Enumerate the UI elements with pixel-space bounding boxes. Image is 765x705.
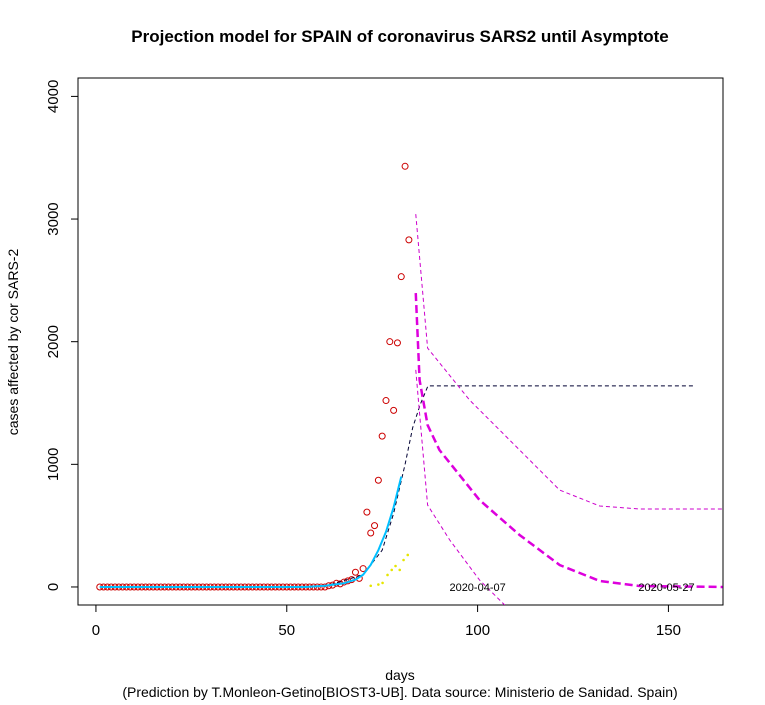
data-point	[378, 432, 386, 440]
x-tick-label: 150	[656, 622, 681, 639]
fit-dot	[390, 568, 394, 572]
x-axis-label: days	[385, 667, 415, 683]
model-line	[99, 476, 403, 588]
fit-dot	[398, 568, 402, 572]
fit-dot	[377, 583, 380, 586]
y-tick-label: 0	[45, 583, 62, 591]
fit-dot	[386, 573, 389, 577]
data-point	[371, 522, 379, 530]
data-point	[321, 583, 329, 591]
model-line	[99, 385, 696, 588]
fit-dot	[381, 581, 384, 585]
data-point	[405, 236, 413, 244]
model-line	[415, 214, 723, 510]
y-tick-label: 3000	[45, 202, 62, 235]
plot-area	[96, 162, 723, 605]
fit-dot	[394, 564, 397, 568]
model-line	[414, 293, 723, 589]
data-point	[390, 406, 398, 414]
subtitle: (Prediction by T.Monleon-Getino[BIOST3-U…	[122, 684, 677, 700]
data-point	[367, 529, 375, 537]
data-point	[401, 162, 409, 170]
annotation: 2020-04-07	[449, 582, 505, 594]
data-point	[363, 508, 371, 516]
x-tick-label: 100	[465, 622, 490, 639]
y-tick-label: 4000	[45, 80, 62, 113]
y-axis-label: cases affected by cor SARS-2	[5, 249, 21, 436]
data-point	[393, 339, 401, 347]
fit-dot	[406, 553, 410, 557]
y-tick-label: 2000	[45, 325, 62, 358]
data-point	[386, 338, 394, 346]
data-point	[382, 397, 390, 405]
model-line	[415, 369, 506, 605]
data-point	[397, 273, 405, 281]
x-tick-label: 0	[92, 622, 100, 639]
data-point	[374, 476, 382, 484]
x-tick-label: 50	[278, 622, 295, 639]
data-point	[351, 568, 359, 576]
fit-dot	[369, 584, 373, 588]
fit-dot	[402, 558, 405, 562]
y-tick-label: 1000	[45, 448, 62, 481]
chart-title: Projection model for SPAIN of coronaviru…	[131, 27, 668, 46]
data-point	[359, 565, 367, 573]
annotation: 2020-05-27	[638, 582, 694, 594]
